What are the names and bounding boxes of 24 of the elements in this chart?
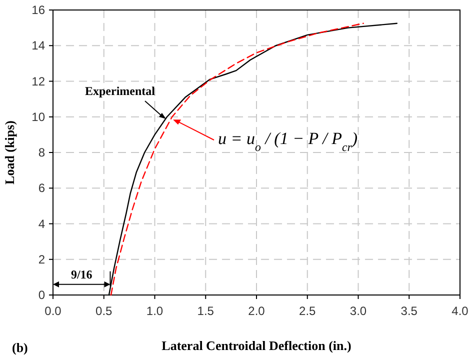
y-axis-title: Load (kips)	[2, 120, 17, 184]
y-tick-label: 10	[32, 110, 46, 124]
y-tick-label: 12	[32, 74, 46, 88]
x-tick-label: 1.0	[146, 304, 164, 318]
x-tick-label: 2.0	[248, 304, 266, 318]
x-axis-title: Lateral Centroidal Deflection (in.)	[162, 338, 352, 353]
annotation: 9/16	[70, 267, 92, 282]
x-tick-label: 3.0	[350, 304, 367, 318]
y-tick-label: 4	[38, 216, 46, 231]
y-tick-label: 0	[38, 288, 46, 302]
x-tick-label: 0.5	[96, 304, 113, 318]
y-tick-label: 8	[38, 146, 46, 160]
annotation: u = u$_{o}$ / (1 − P / P$_{cr}$)	[218, 129, 358, 154]
annotation: Experimental	[85, 84, 156, 98]
x-tick-label: 2.5	[299, 304, 316, 318]
x-tick-label: 1.5	[197, 304, 214, 318]
x-tick-label: 3.5	[400, 304, 418, 318]
y-tick-label: 16	[32, 3, 46, 17]
y-tick-label: 6	[38, 181, 46, 196]
y-tick-label: 2	[38, 252, 46, 266]
text: (b)	[12, 340, 28, 355]
y-tick-label: 14	[32, 38, 46, 53]
x-tick-label: 4.0	[452, 304, 469, 318]
x-tick-label: 0.0	[44, 304, 62, 318]
